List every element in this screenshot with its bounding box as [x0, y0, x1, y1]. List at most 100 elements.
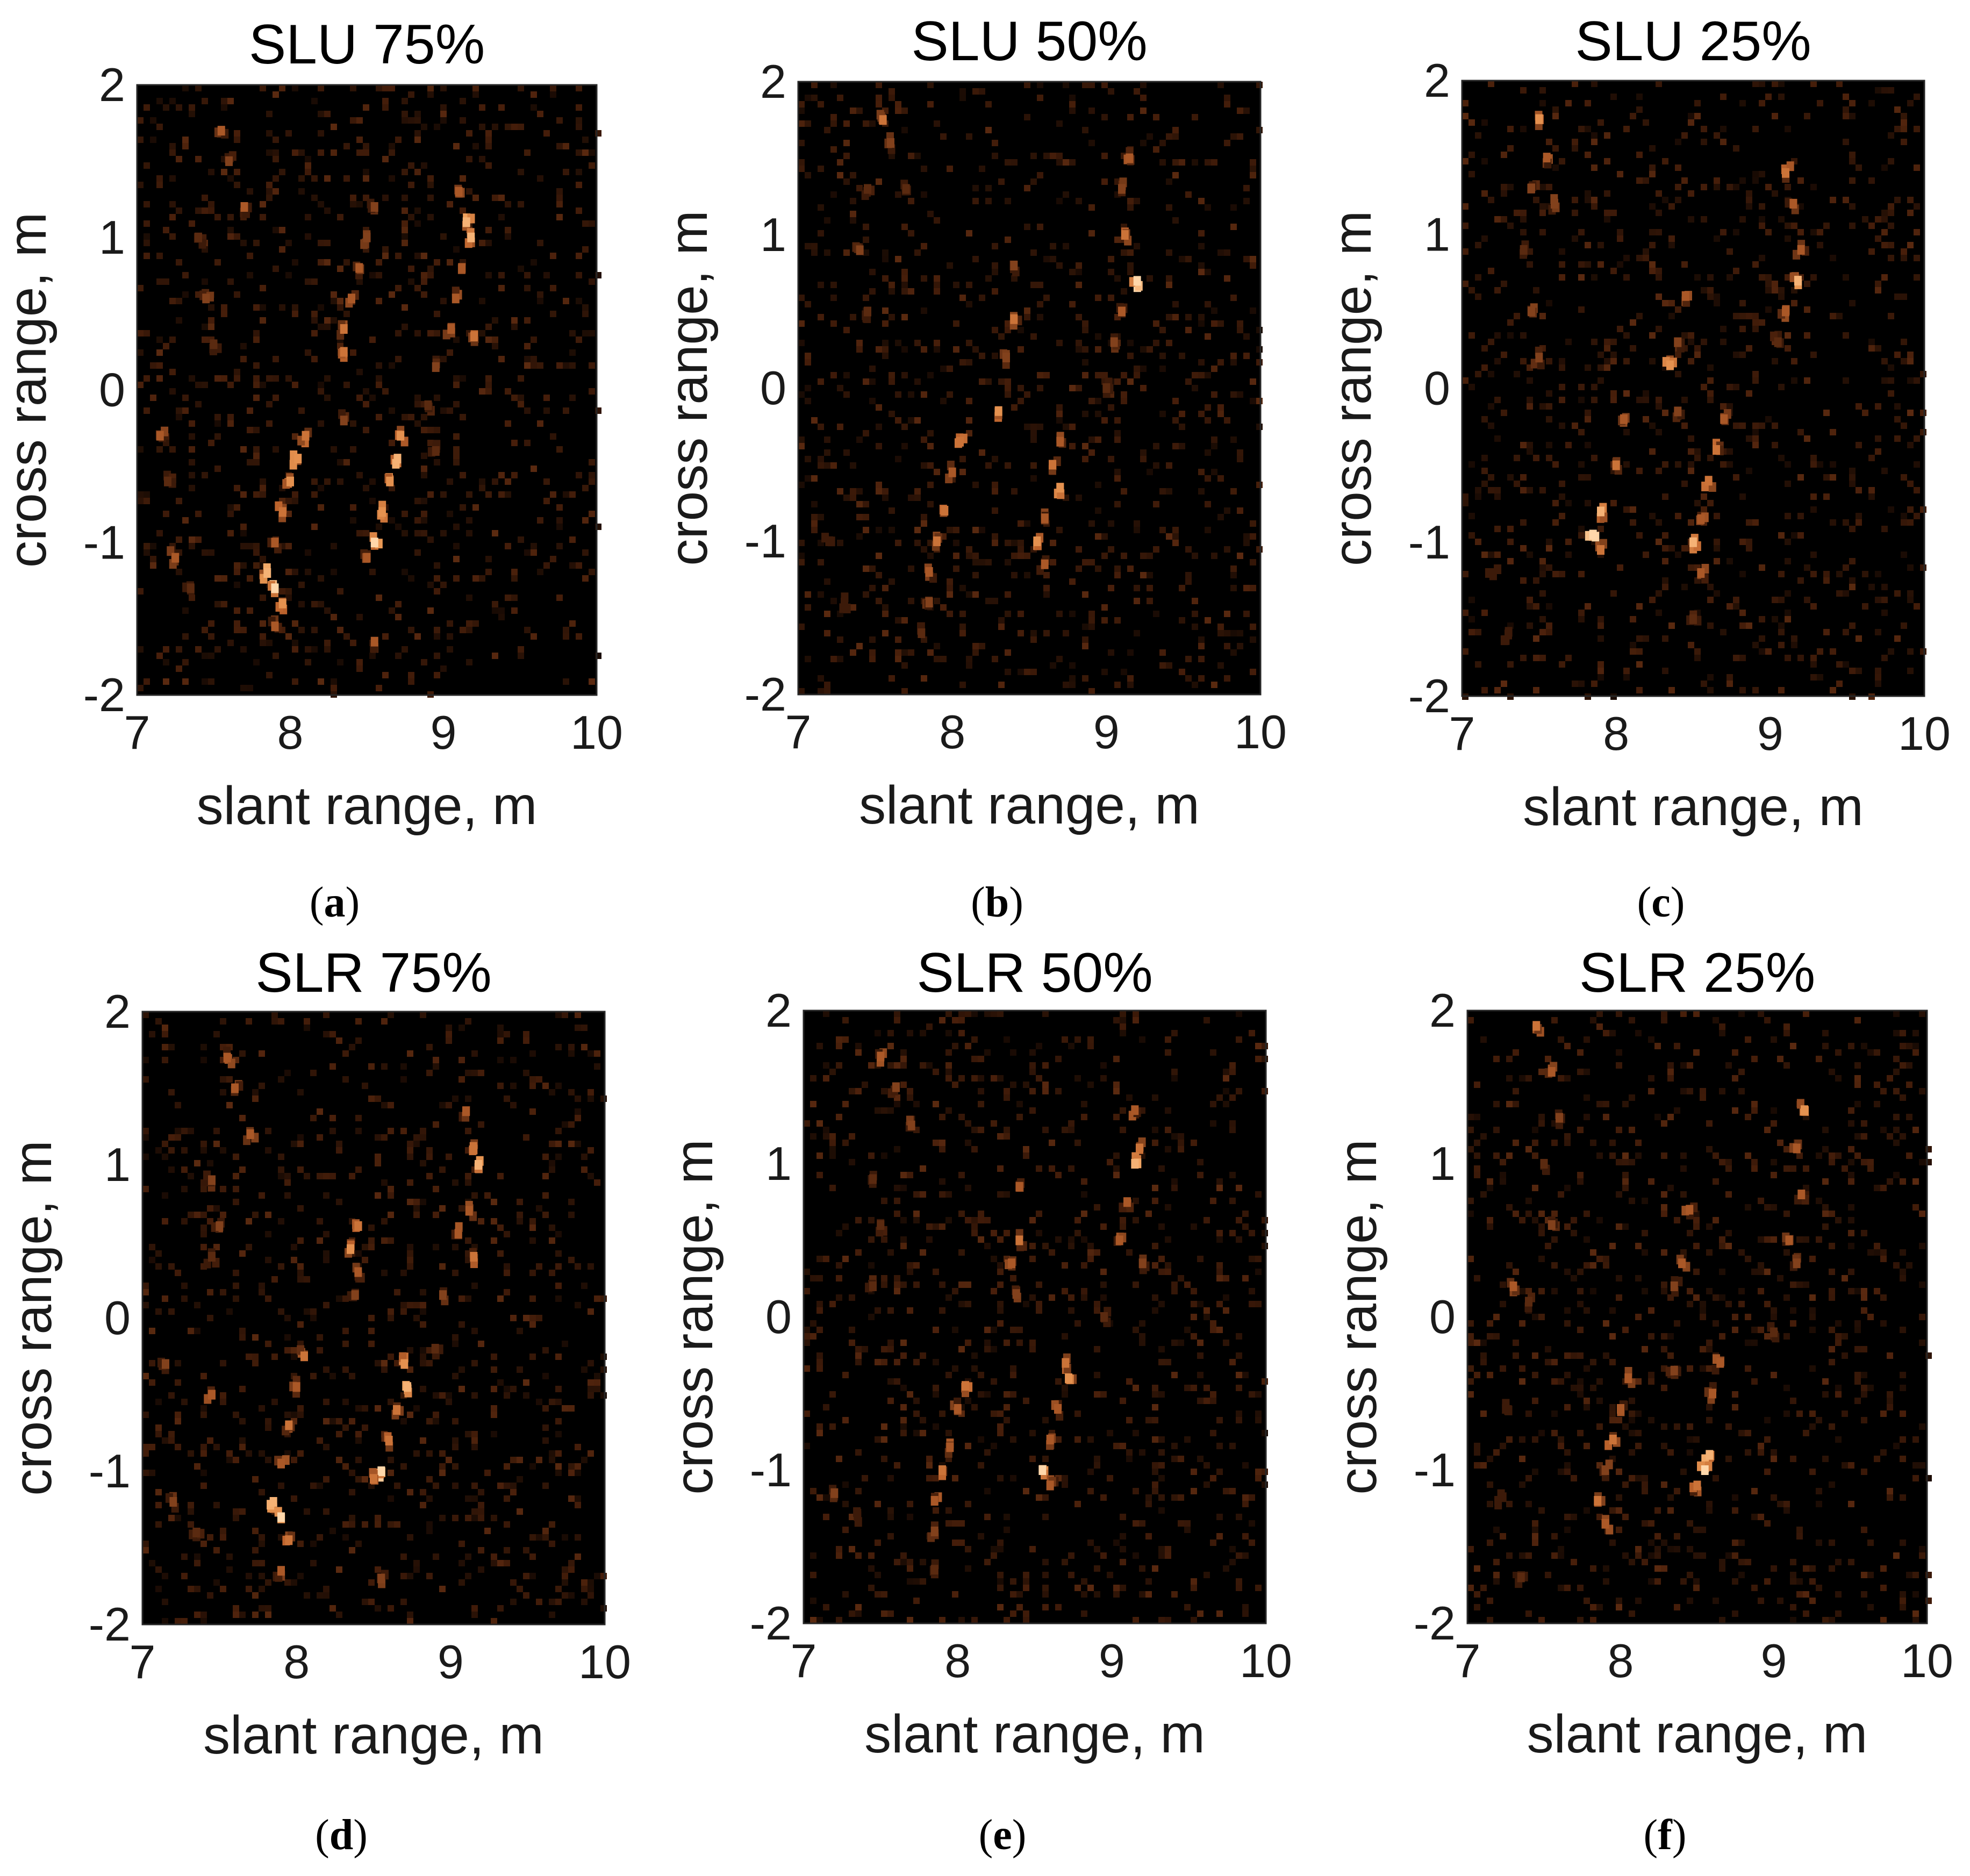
speckle-cell — [1249, 1030, 1255, 1036]
data-point — [277, 1458, 285, 1469]
speckle-cell — [971, 1352, 978, 1359]
speckle-cell — [1166, 275, 1172, 282]
speckle-cell — [459, 1386, 465, 1392]
speckle-cell — [1810, 674, 1817, 681]
speckle-cell — [381, 1237, 388, 1244]
speckle-cell — [1481, 158, 1488, 164]
speckle-cell — [1237, 456, 1243, 462]
speckle-cell — [1894, 403, 1901, 410]
speckle-cell — [1830, 687, 1836, 693]
speckle-cell — [311, 175, 318, 182]
speckle-cell — [901, 127, 908, 133]
speckle-cell — [504, 1263, 510, 1270]
data-point — [354, 1221, 362, 1231]
speckle-cell — [1494, 487, 1501, 493]
speckle-cell — [1166, 462, 1172, 469]
speckle-cell — [292, 85, 298, 91]
speckle-cell — [529, 1083, 536, 1089]
speckle-cell — [414, 220, 421, 227]
speckle-cell — [479, 240, 485, 246]
speckle-cell — [849, 1133, 855, 1140]
speckle-cell — [408, 278, 414, 285]
data-point — [269, 1497, 277, 1507]
speckle-cell — [1179, 411, 1185, 417]
speckle-cell — [253, 659, 260, 665]
data-point — [1118, 306, 1126, 317]
speckle-cell — [1681, 177, 1688, 184]
speckle-cell — [505, 388, 511, 395]
speckle-cell — [1056, 417, 1063, 424]
speckle-cell — [234, 369, 240, 375]
speckle-cell — [1468, 152, 1475, 158]
speckle-cell — [142, 1128, 149, 1134]
speckle-cell — [1030, 430, 1037, 436]
speckle-cell — [1462, 100, 1468, 106]
speckle-cell — [336, 1037, 342, 1044]
speckle-cell — [569, 620, 576, 627]
speckle-cell — [523, 1315, 529, 1321]
speckle-cell — [901, 282, 908, 288]
speckle-cell — [1255, 1391, 1262, 1398]
speckle-cell — [1229, 1198, 1236, 1204]
speckle-cell — [1171, 1443, 1178, 1449]
speckle-cell — [1772, 113, 1778, 119]
speckle-cell — [1223, 1101, 1229, 1107]
speckle-cell — [329, 1173, 336, 1179]
speckle-cell — [1727, 184, 1733, 190]
speckle-cell — [414, 420, 421, 427]
speckle-cell — [816, 1617, 823, 1623]
speckle-cell — [240, 646, 247, 653]
speckle-cell — [323, 1257, 329, 1263]
speckle-cell — [1662, 668, 1668, 674]
speckle-cell — [913, 1430, 920, 1436]
speckle-cell — [1250, 624, 1256, 630]
speckle-cell — [485, 375, 492, 382]
speckle-cell — [168, 1308, 175, 1315]
speckle-cell — [518, 401, 524, 407]
speckle-cell — [1210, 1320, 1216, 1327]
speckle-cell — [549, 1089, 555, 1095]
speckle-cell — [447, 349, 453, 356]
speckle-cell — [343, 311, 350, 317]
speckle-cell — [1914, 461, 1920, 468]
speckle-cell — [940, 133, 947, 140]
speckle-cell — [208, 207, 214, 214]
speckle-cell — [1572, 81, 1578, 87]
speckle-cell — [1488, 487, 1494, 493]
speckle-cell — [1237, 391, 1243, 398]
speckle-cell — [1082, 320, 1088, 327]
speckle-cell — [882, 256, 889, 262]
speckle-cell — [901, 649, 908, 656]
speckle-cell — [329, 1418, 336, 1424]
speckle-cell — [1171, 1281, 1178, 1288]
speckle-cell — [901, 688, 908, 694]
speckle-cell — [1733, 474, 1739, 481]
speckle-cell — [485, 324, 492, 330]
speckle-cell — [1810, 661, 1817, 668]
speckle-cell — [1153, 443, 1159, 449]
speckle-cell — [1179, 159, 1185, 166]
speckle-cell — [1127, 353, 1134, 359]
speckle-cell — [137, 491, 144, 498]
speckle-cell — [1598, 119, 1604, 126]
speckle-cell — [1552, 113, 1559, 119]
speckle-cell — [600, 1295, 607, 1302]
data-point — [1689, 614, 1697, 624]
data-point — [887, 138, 894, 148]
speckle-cell — [1120, 1223, 1126, 1230]
data-point — [941, 506, 949, 515]
speckle-cell — [889, 527, 895, 533]
speckle-cell — [555, 1128, 562, 1134]
speckle-cell — [259, 1405, 265, 1412]
speckle-cell — [850, 604, 856, 611]
speckle-cell — [537, 240, 543, 246]
speckle-cell — [1179, 669, 1185, 675]
speckle-cell — [945, 1062, 952, 1069]
y-tick-label: 0 — [104, 1291, 131, 1344]
speckle-cell — [137, 117, 144, 124]
speckle-cell — [882, 611, 889, 617]
speckle-cell — [427, 266, 434, 272]
speckle-cell — [992, 482, 998, 488]
speckle-cell — [894, 1017, 900, 1023]
speckle-cell — [402, 207, 408, 214]
